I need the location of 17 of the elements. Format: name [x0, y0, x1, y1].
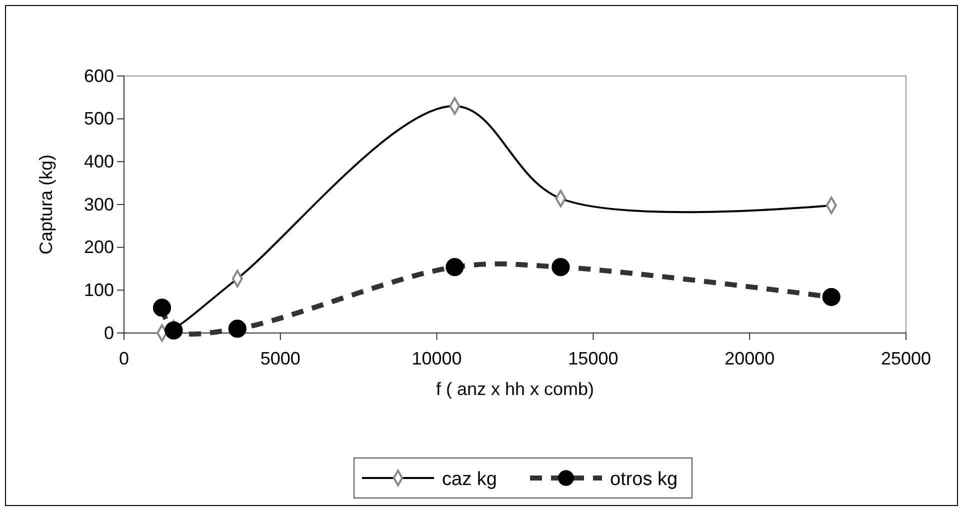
x-tick-label: 25000: [880, 348, 932, 369]
y-tick-label: 100: [84, 280, 114, 300]
y-axis-title: Captura (kg): [36, 154, 56, 255]
y-tick-label: 600: [84, 66, 114, 86]
x-tick-label: 15000: [568, 348, 618, 369]
x-tick-label: 0: [118, 348, 130, 369]
y-tick-label: 200: [84, 237, 114, 258]
legend-label: caz kg: [442, 469, 497, 490]
x-tick-label: 10000: [412, 348, 462, 369]
x-tick-label: 5000: [260, 348, 300, 369]
legend-label: otros kg: [610, 469, 678, 490]
y-tick-label: 300: [84, 194, 114, 214]
y-tick-label: 400: [84, 151, 114, 172]
x-tick-label: 20000: [724, 348, 775, 369]
y-tick-label: 500: [84, 108, 114, 129]
y-tick-label: 0: [104, 322, 114, 343]
x-axis-title: f ( anz x hh x comb): [436, 379, 594, 399]
